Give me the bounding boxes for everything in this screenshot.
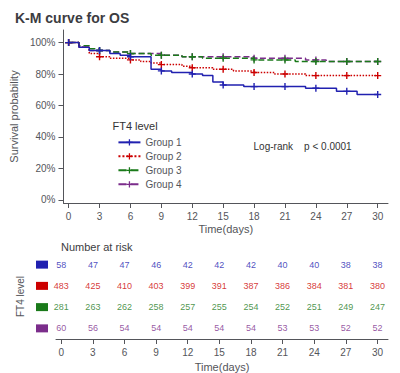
svg-text:12: 12 — [182, 347, 194, 358]
svg-text:247: 247 — [370, 302, 385, 312]
svg-text:387: 387 — [243, 281, 258, 291]
svg-text:249: 249 — [338, 302, 353, 312]
svg-text:40%: 40% — [35, 131, 55, 142]
svg-text:6: 6 — [128, 211, 134, 222]
svg-text:58: 58 — [56, 260, 66, 270]
svg-text:Number at risk: Number at risk — [61, 241, 133, 253]
svg-text:53: 53 — [278, 323, 288, 333]
svg-text:12: 12 — [187, 211, 199, 222]
svg-text:15: 15 — [214, 347, 226, 358]
svg-text:38: 38 — [372, 260, 382, 270]
svg-text:52: 52 — [341, 323, 351, 333]
svg-text:9: 9 — [153, 347, 159, 358]
svg-text:42: 42 — [183, 260, 193, 270]
svg-text:54: 54 — [183, 323, 193, 333]
svg-text:384: 384 — [307, 281, 322, 291]
svg-text:100%: 100% — [30, 37, 56, 48]
svg-text:56: 56 — [88, 323, 98, 333]
svg-text:257: 257 — [180, 302, 195, 312]
svg-text:Time(days): Time(days) — [198, 223, 253, 235]
svg-text:52: 52 — [372, 323, 382, 333]
svg-text:Log-rank p < 0.0001: Log-rank p < 0.0001 — [254, 141, 353, 152]
svg-text:47: 47 — [120, 260, 130, 270]
svg-text:386: 386 — [275, 281, 290, 291]
svg-text:30: 30 — [372, 211, 384, 222]
svg-text:54: 54 — [246, 323, 256, 333]
svg-text:Group 2: Group 2 — [145, 151, 182, 162]
svg-text:483: 483 — [54, 281, 69, 291]
svg-text:46: 46 — [151, 260, 161, 270]
svg-text:254: 254 — [243, 302, 258, 312]
svg-text:40: 40 — [278, 260, 288, 270]
svg-text:Group 3: Group 3 — [145, 165, 182, 176]
svg-text:K-M curve for OS: K-M curve for OS — [15, 10, 129, 26]
svg-text:30: 30 — [372, 347, 384, 358]
svg-text:40: 40 — [309, 260, 319, 270]
svg-text:38: 38 — [341, 260, 351, 270]
svg-text:24: 24 — [309, 347, 321, 358]
svg-text:18: 18 — [249, 211, 261, 222]
svg-text:60%: 60% — [35, 100, 55, 111]
svg-text:0: 0 — [66, 211, 72, 222]
svg-text:FT4 level: FT4 level — [15, 276, 26, 317]
svg-text:3: 3 — [90, 347, 96, 358]
svg-text:399: 399 — [180, 281, 195, 291]
svg-text:60: 60 — [56, 323, 66, 333]
svg-text:54: 54 — [120, 323, 130, 333]
svg-text:403: 403 — [149, 281, 164, 291]
svg-text:53: 53 — [309, 323, 319, 333]
svg-text:Survival probability: Survival probability — [8, 70, 20, 163]
svg-text:42: 42 — [214, 260, 224, 270]
svg-text:381: 381 — [338, 281, 353, 291]
svg-text:21: 21 — [277, 347, 289, 358]
svg-text:18: 18 — [245, 347, 257, 358]
svg-text:Group 1: Group 1 — [145, 137, 182, 148]
svg-text:0%: 0% — [41, 194, 56, 205]
svg-text:251: 251 — [307, 302, 322, 312]
svg-text:42: 42 — [246, 260, 256, 270]
svg-text:258: 258 — [149, 302, 164, 312]
svg-text:425: 425 — [85, 281, 100, 291]
svg-text:9: 9 — [159, 211, 165, 222]
svg-text:255: 255 — [212, 302, 227, 312]
svg-text:252: 252 — [275, 302, 290, 312]
svg-text:Time(days): Time(days) — [195, 361, 250, 373]
svg-text:6: 6 — [122, 347, 128, 358]
svg-text:27: 27 — [340, 347, 352, 358]
svg-text:262: 262 — [117, 302, 132, 312]
svg-text:0: 0 — [58, 347, 64, 358]
svg-text:80%: 80% — [35, 69, 55, 80]
svg-text:FT4 level: FT4 level — [112, 120, 157, 132]
svg-text:54: 54 — [151, 323, 161, 333]
svg-text:24: 24 — [310, 211, 322, 222]
svg-text:21: 21 — [279, 211, 291, 222]
svg-text:380: 380 — [370, 281, 385, 291]
svg-text:54: 54 — [214, 323, 224, 333]
svg-text:47: 47 — [88, 260, 98, 270]
svg-text:Group 4: Group 4 — [145, 179, 182, 190]
svg-text:281: 281 — [54, 302, 69, 312]
svg-text:263: 263 — [85, 302, 100, 312]
svg-text:391: 391 — [212, 281, 227, 291]
svg-text:410: 410 — [117, 281, 132, 291]
svg-text:27: 27 — [341, 211, 353, 222]
svg-text:20%: 20% — [35, 163, 55, 174]
svg-text:15: 15 — [218, 211, 230, 222]
svg-text:3: 3 — [97, 211, 103, 222]
